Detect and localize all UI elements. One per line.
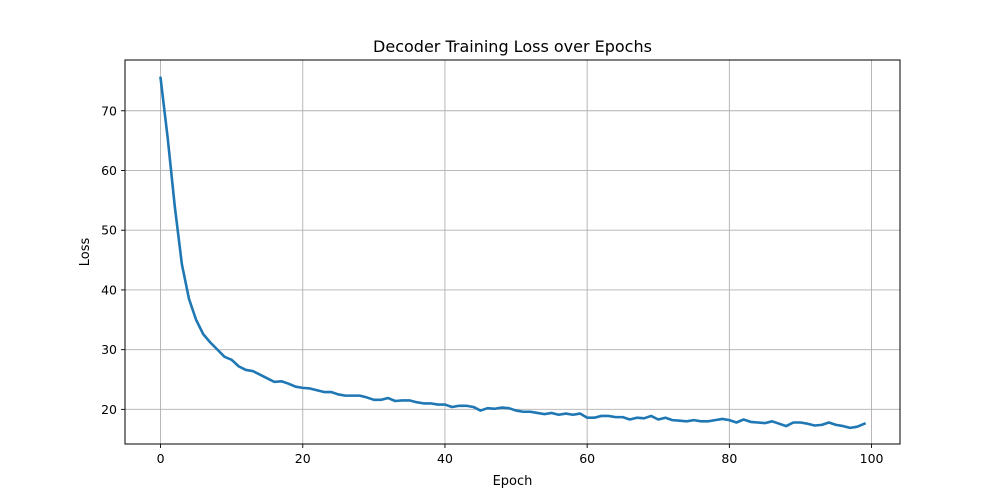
y-axis-label: Loss xyxy=(78,238,93,267)
x-tick-label: 20 xyxy=(295,451,311,466)
x-tick-label: 80 xyxy=(721,451,737,466)
loss-series-line xyxy=(159,76,867,430)
x-tick-label: 0 xyxy=(157,451,165,466)
chart-title: Decoder Training Loss over Epochs xyxy=(373,37,652,56)
series-layer xyxy=(159,76,867,430)
grid-lines xyxy=(125,60,900,444)
plot-frame xyxy=(124,59,901,445)
x-tick-label: 100 xyxy=(860,451,884,466)
y-tick-label: 20 xyxy=(101,402,117,417)
y-tick-label: 60 xyxy=(101,163,117,178)
x-tick-label: 40 xyxy=(437,451,453,466)
y-tick-label: 30 xyxy=(101,342,117,357)
y-tick-label: 40 xyxy=(101,282,117,297)
y-tick-label: 50 xyxy=(101,223,117,238)
y-tick-label: 70 xyxy=(101,103,117,118)
x-tick-label: 60 xyxy=(579,451,595,466)
x-axis-label: Epoch xyxy=(493,474,533,489)
axis-ticks: 0 20 40 60 80 100 20 30 40 50 60 70 xyxy=(101,103,883,466)
